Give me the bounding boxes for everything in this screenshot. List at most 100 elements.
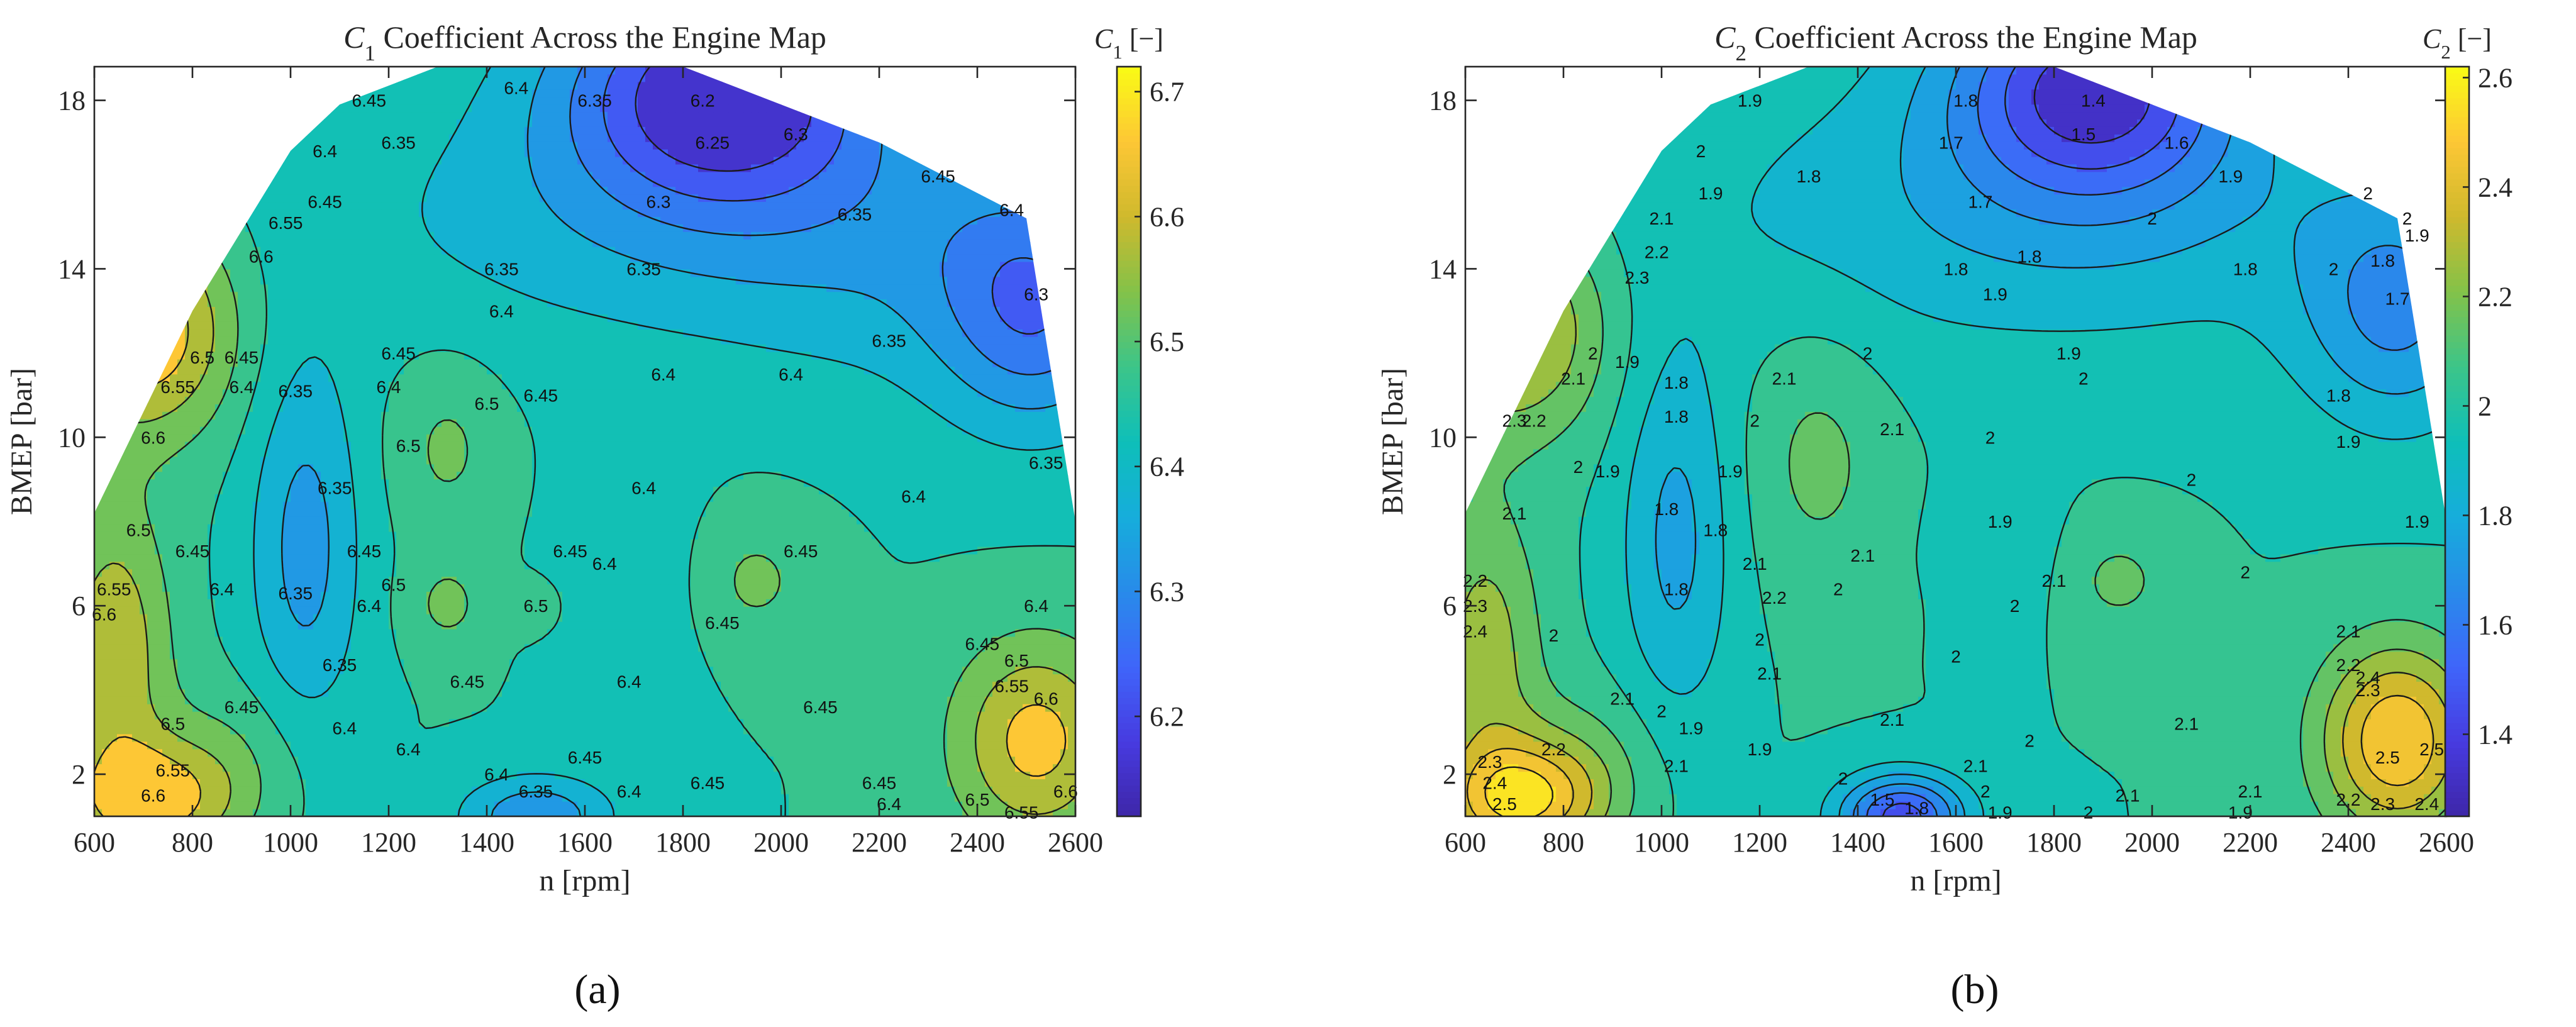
heat-cell bbox=[192, 794, 201, 802]
heat-cell bbox=[306, 733, 314, 742]
heat-cell bbox=[132, 629, 140, 637]
heat-cell bbox=[291, 531, 299, 540]
heat-cell bbox=[751, 704, 759, 712]
heat-cell bbox=[472, 696, 480, 704]
heat-cell bbox=[592, 704, 601, 712]
heat-cell bbox=[298, 629, 306, 637]
heat-cell bbox=[404, 629, 412, 637]
heat-cell bbox=[479, 643, 487, 652]
heat-cell bbox=[955, 561, 963, 570]
heat-cell bbox=[147, 553, 155, 562]
heat-cell bbox=[630, 584, 638, 592]
heat-cell bbox=[109, 756, 118, 765]
heat-cell bbox=[826, 636, 835, 645]
heat-cell bbox=[162, 674, 170, 682]
heat-cell bbox=[547, 741, 555, 750]
heat-cell bbox=[132, 614, 140, 622]
heat-cell bbox=[917, 569, 925, 577]
heat-cell bbox=[328, 711, 336, 719]
heat-cell bbox=[1030, 733, 1038, 742]
heat-cell bbox=[449, 741, 457, 750]
heat-cell bbox=[389, 794, 397, 802]
heat-cell bbox=[970, 599, 978, 607]
heat-cell bbox=[1053, 689, 1061, 697]
heat-cell bbox=[743, 666, 752, 675]
heat-cell bbox=[562, 801, 570, 809]
heat-cell bbox=[668, 779, 676, 787]
heat-cell bbox=[374, 704, 382, 712]
heat-cell bbox=[721, 666, 729, 675]
heat-cell bbox=[479, 748, 487, 757]
heat-cell bbox=[615, 763, 623, 772]
heat-cell bbox=[162, 546, 170, 555]
heat-cell bbox=[298, 643, 306, 652]
heat-cell bbox=[162, 704, 170, 712]
heat-cell bbox=[819, 674, 827, 682]
heat-cell bbox=[109, 696, 118, 704]
heat-cell bbox=[879, 614, 887, 622]
heat-cell bbox=[532, 719, 540, 727]
heat-cell bbox=[419, 763, 427, 772]
heat-cell bbox=[811, 681, 819, 689]
heat-cell bbox=[426, 651, 435, 660]
heat-cell bbox=[426, 786, 435, 794]
heat-cell bbox=[879, 591, 887, 599]
heat-cell bbox=[177, 748, 186, 757]
heat-cell bbox=[766, 629, 774, 637]
heat-cell bbox=[1038, 748, 1046, 757]
heat-cell bbox=[758, 576, 767, 585]
heat-cell bbox=[155, 636, 163, 645]
heat-cell bbox=[434, 786, 442, 794]
heat-cell bbox=[472, 599, 480, 607]
heat-cell bbox=[1015, 771, 1023, 779]
heat-cell bbox=[826, 711, 835, 719]
heat-cell bbox=[540, 733, 548, 742]
heat-cell bbox=[751, 614, 759, 622]
heat-cell bbox=[162, 711, 170, 719]
heat-cell bbox=[804, 711, 812, 719]
heat-cell bbox=[268, 524, 276, 532]
heat-cell bbox=[411, 689, 419, 697]
heat-cell bbox=[208, 666, 216, 675]
heat-cell bbox=[698, 756, 706, 765]
heat-cell bbox=[872, 794, 880, 802]
heat-cell bbox=[721, 584, 729, 592]
heat-cell bbox=[887, 779, 895, 787]
heat-cell bbox=[909, 748, 918, 757]
heat-cell bbox=[819, 539, 827, 547]
heat-cell bbox=[208, 779, 216, 787]
heat-cell bbox=[1000, 561, 1008, 570]
heat-cell bbox=[985, 704, 993, 712]
heat-cell bbox=[1038, 756, 1046, 765]
heat-cell bbox=[238, 539, 246, 547]
heat-cell bbox=[562, 621, 570, 630]
heat-cell bbox=[472, 801, 480, 809]
heat-cell bbox=[419, 771, 427, 779]
heat-cell bbox=[132, 599, 140, 607]
heat-cell bbox=[819, 704, 827, 712]
heat-cell bbox=[977, 606, 985, 614]
heat-cell bbox=[645, 779, 653, 787]
heat-cell bbox=[570, 756, 578, 765]
heat-cell bbox=[894, 794, 902, 802]
heat-cell bbox=[223, 704, 231, 712]
heat-cell bbox=[381, 704, 389, 712]
heat-cell bbox=[208, 569, 216, 577]
heat-cell bbox=[449, 553, 457, 562]
heat-cell bbox=[962, 569, 970, 577]
heat-cell bbox=[691, 733, 699, 742]
heat-cell bbox=[215, 658, 223, 667]
heat-cell bbox=[600, 794, 608, 802]
heat-cell bbox=[555, 531, 563, 540]
heat-cell bbox=[660, 794, 669, 802]
heat-cell bbox=[125, 726, 133, 735]
heat-cell bbox=[245, 704, 253, 712]
heat-cell bbox=[509, 524, 518, 532]
heat-cell bbox=[706, 741, 714, 750]
heat-cell bbox=[585, 636, 593, 645]
heat-cell bbox=[1023, 531, 1031, 540]
heat-cell bbox=[834, 681, 842, 689]
heat-cell bbox=[260, 726, 269, 735]
heat-cell bbox=[985, 733, 993, 742]
heat-cell bbox=[313, 666, 321, 675]
